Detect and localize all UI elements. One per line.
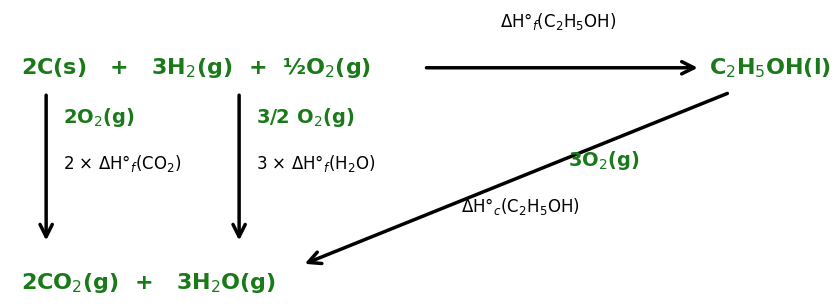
Text: 3 × ΔH°$_f$(H$_2$O): 3 × ΔH°$_f$(H$_2$O) [256,153,375,174]
Text: 2 × ΔH°$_f$(CO$_2$): 2 × ΔH°$_f$(CO$_2$) [63,153,181,174]
Text: 3O$_2$(g): 3O$_2$(g) [568,149,640,172]
Text: 2O$_2$(g): 2O$_2$(g) [63,106,134,128]
Text: 3/2 O$_2$(g): 3/2 O$_2$(g) [256,106,354,128]
Text: ΔH°$_f$(C$_2$H$_5$OH): ΔH°$_f$(C$_2$H$_5$OH) [500,11,616,32]
Text: C$_2$H$_5$OH(l): C$_2$H$_5$OH(l) [709,56,831,79]
Text: 2C(s)   +   3H$_2$(g)  +  ½O$_2$(g): 2C(s) + 3H$_2$(g) + ½O$_2$(g) [21,56,371,80]
Text: ΔH°$_c$(C$_2$H$_5$OH): ΔH°$_c$(C$_2$H$_5$OH) [461,196,580,217]
Text: 2CO$_2$(g)  +   3H$_2$O(g): 2CO$_2$(g) + 3H$_2$O(g) [21,271,276,295]
